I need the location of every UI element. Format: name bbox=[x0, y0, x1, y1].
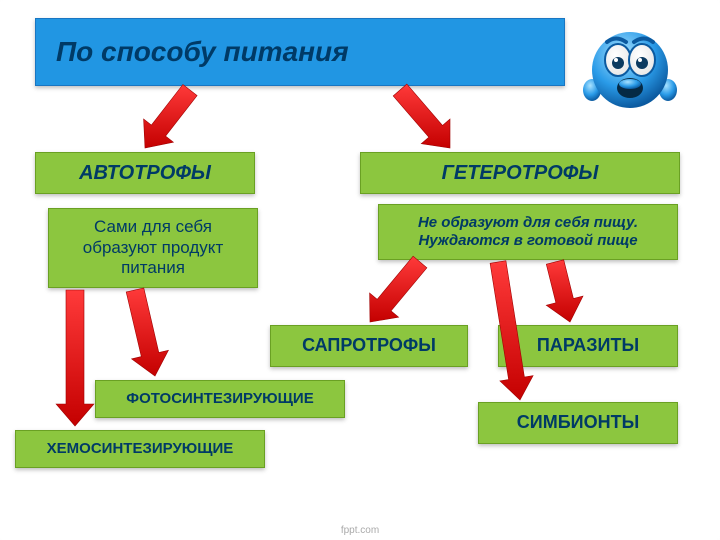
autotrophs-desc-text: Сами для себя образуют продукт питания bbox=[57, 217, 249, 278]
title-text: По способу питания bbox=[56, 35, 349, 69]
arrow-auto-to-photo bbox=[126, 288, 168, 376]
photosynthesizing-box: ФОТОСИНТЕЗИРУЮЩИЕ bbox=[95, 380, 345, 418]
heterotrophs-desc-text: Не образуют для себя пищу. Нуждаются в г… bbox=[387, 214, 669, 250]
saprotrophs-label: САПРОТРОФЫ bbox=[302, 335, 436, 357]
arrow-title-to-auto bbox=[144, 85, 198, 149]
heterotrophs-label: ГЕТЕРОТРОФЫ bbox=[442, 161, 599, 185]
title-box: По способу питания bbox=[35, 18, 565, 86]
saprotrophs-box: САПРОТРОФЫ bbox=[270, 325, 468, 367]
blue-smiley-icon bbox=[580, 20, 680, 120]
autotrophs-desc-box: Сами для себя образуют продукт питания bbox=[48, 208, 258, 288]
chemosynthesizing-box: ХЕМОСИНТЕЗИРУЮЩИЕ bbox=[15, 430, 265, 468]
arrow-auto-to-chemo bbox=[56, 290, 94, 426]
footer-watermark: fppt.com bbox=[0, 525, 720, 536]
heterotrophs-box: ГЕТЕРОТРОФЫ bbox=[360, 152, 680, 194]
arrow-title-to-hetero bbox=[393, 84, 450, 148]
autotrophs-label: АВТОТРОФЫ bbox=[79, 161, 211, 185]
photosynthesizing-label: ФОТОСИНТЕЗИРУЮЩИЕ bbox=[126, 390, 313, 408]
autotrophs-box: АВТОТРОФЫ bbox=[35, 152, 255, 194]
parasites-label: ПАРАЗИТЫ bbox=[537, 335, 639, 357]
symbionts-box: СИМБИОНТЫ bbox=[478, 402, 678, 444]
heterotrophs-desc-box: Не образуют для себя пищу. Нуждаются в г… bbox=[378, 204, 678, 260]
arrow-hetero-to-sapro bbox=[370, 256, 427, 322]
arrow-hetero-to-parasite bbox=[546, 260, 583, 322]
parasites-box: ПАРАЗИТЫ bbox=[498, 325, 678, 367]
chemosynthesizing-label: ХЕМОСИНТЕЗИРУЮЩИЕ bbox=[47, 440, 234, 458]
symbionts-label: СИМБИОНТЫ bbox=[517, 412, 639, 434]
